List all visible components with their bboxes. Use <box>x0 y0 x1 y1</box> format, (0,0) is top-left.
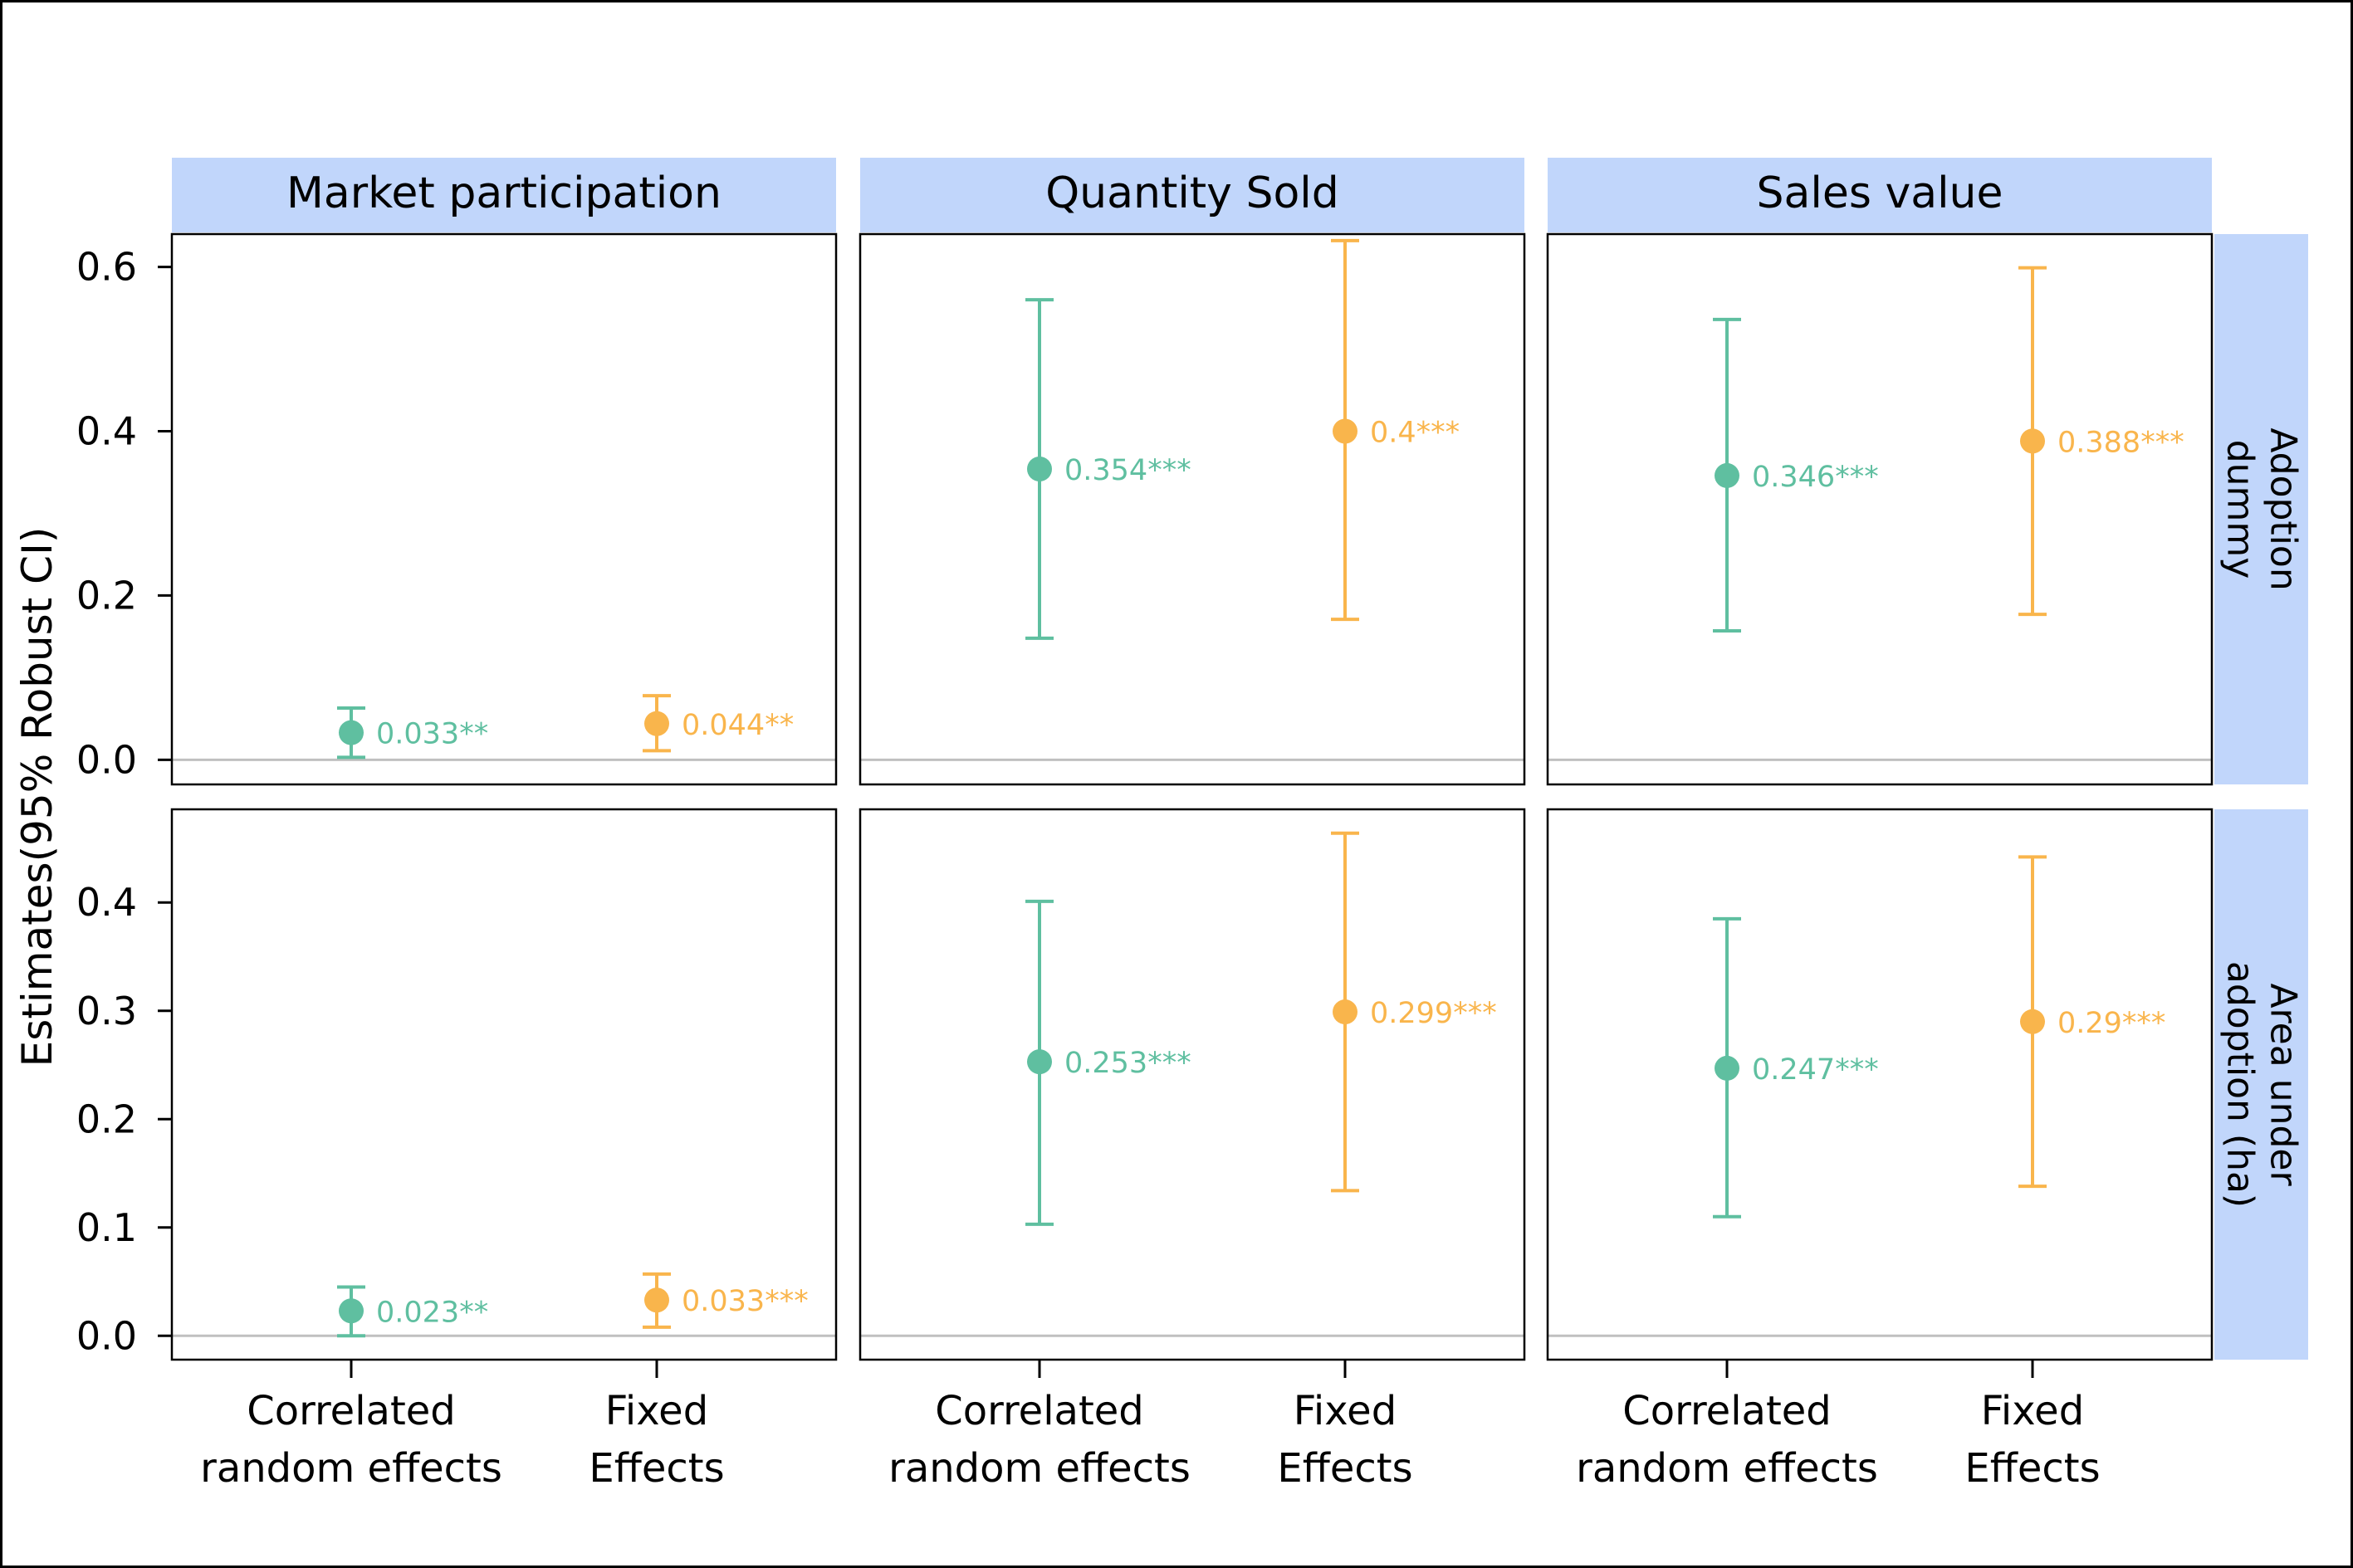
estimate-label: 0.346*** <box>1752 461 1879 494</box>
row-strip-line: adoption (ha) <box>2219 961 2262 1208</box>
x-tick-label-random-effects: random effects <box>200 1445 502 1492</box>
y-tick-label: 0.4 <box>76 408 137 453</box>
estimate-point <box>644 1287 669 1313</box>
estimate-point <box>1333 418 1358 444</box>
y-tick-label: 0.0 <box>76 1313 137 1358</box>
estimate-point <box>1715 1055 1739 1081</box>
estimate-label: 0.354*** <box>1064 454 1191 487</box>
x-tick-label-fixed: Fixed <box>1981 1388 2084 1434</box>
x-tick-label-correlated: Correlated <box>247 1388 456 1434</box>
estimate-label: 0.4*** <box>1370 416 1460 449</box>
estimate-label: 0.033** <box>376 718 488 751</box>
estimate-point <box>2020 428 2045 454</box>
strip-quantity-sold <box>860 158 1524 232</box>
row-strip-area-under-adoption-ha <box>2214 809 2308 1360</box>
panel-border <box>1546 808 2214 1361</box>
strip-sales-value <box>1548 158 2212 232</box>
panel-border <box>859 232 1526 786</box>
row-strip-line: Adoption <box>2262 427 2305 590</box>
row-strip-line: Area under <box>2262 983 2305 1186</box>
estimate-point <box>339 1298 364 1324</box>
estimate-point <box>2020 1009 2045 1034</box>
x-tick-label-correlated: Correlated <box>935 1388 1144 1434</box>
estimate-label: 0.247*** <box>1752 1053 1879 1087</box>
x-tick-label-random-effects: random effects <box>888 1445 1191 1492</box>
y-tick-label: 0.0 <box>76 737 137 782</box>
estimate-point <box>339 720 364 745</box>
estimate-label: 0.033*** <box>682 1285 809 1318</box>
x-tick-label-random-effects: random effects <box>1576 1445 1878 1492</box>
y-tick-label: 0.2 <box>76 1097 137 1141</box>
y-tick-label: 0.2 <box>76 573 137 618</box>
estimate-label: 0.299*** <box>1370 997 1497 1030</box>
estimate-label: 0.388*** <box>2057 426 2184 459</box>
x-tick-label-effects: Effects <box>1277 1445 1412 1492</box>
strip-label-quantity-sold: Quantity Sold <box>1045 169 1339 218</box>
row-strip-adoption-dummy <box>2214 234 2308 784</box>
estimate-label: 0.253*** <box>1064 1047 1191 1080</box>
panel-border <box>1546 232 2214 786</box>
estimate-point <box>1715 462 1739 488</box>
y-tick-label: 0.4 <box>76 880 137 925</box>
estimate-label: 0.044** <box>682 709 794 742</box>
row-strip-label-adoption-dummy: Adoptiondummy <box>2219 427 2305 590</box>
y-tick-label: 0.6 <box>76 245 137 290</box>
estimate-point <box>1027 457 1052 482</box>
row-strip-label-area-under-adoption-ha: Area underadoption (ha) <box>2219 961 2305 1208</box>
panel-border <box>170 232 838 786</box>
estimate-point <box>1027 1049 1052 1075</box>
row-strip-line: dummy <box>2219 440 2262 579</box>
x-tick-label-effects: Effects <box>1964 1445 2100 1492</box>
estimate-point <box>1333 999 1358 1025</box>
y-tick-label: 0.1 <box>76 1205 137 1250</box>
panel-border <box>170 808 838 1361</box>
x-tick-label-effects: Effects <box>589 1445 724 1492</box>
strip-label-market-participation: Market participation <box>286 169 722 218</box>
estimate-point <box>644 711 669 736</box>
y-tick-label: 0.3 <box>76 989 137 1033</box>
estimate-label: 0.29*** <box>2057 1007 2165 1040</box>
x-tick-label-fixed: Fixed <box>1294 1388 1397 1434</box>
y-axis-title: Estimates(95% Robust CI) <box>13 527 61 1067</box>
estimate-label: 0.023** <box>376 1296 488 1329</box>
x-tick-label-fixed: Fixed <box>605 1388 708 1434</box>
strip-market-participation <box>172 158 836 232</box>
strip-label-sales-value: Sales value <box>1757 169 2003 218</box>
panel-border <box>859 808 1526 1361</box>
x-tick-label-correlated: Correlated <box>1622 1388 1832 1434</box>
